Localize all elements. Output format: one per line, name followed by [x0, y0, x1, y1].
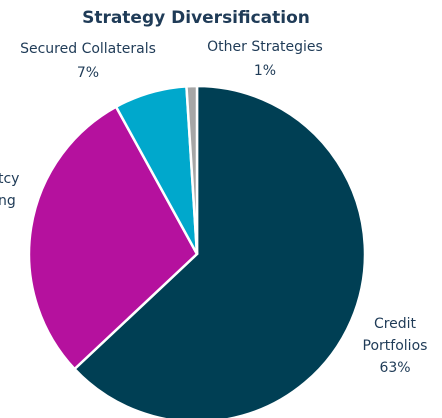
slice-label: Secured Collaterals: [20, 41, 156, 57]
chart-title: Strategy Diversification: [82, 8, 310, 28]
value-label: 63%: [379, 360, 411, 376]
slice-label: tcy ng: [0, 171, 20, 209]
value-label: 1%: [253, 63, 277, 79]
value-label: 7%: [76, 65, 100, 81]
pie-slice: [185, 84, 199, 255]
pie-slice: [27, 105, 199, 371]
pie-slice: [72, 84, 367, 418]
slice-label: Credit Portfolios: [362, 316, 428, 354]
slice-label: Other Strategies: [207, 39, 323, 55]
